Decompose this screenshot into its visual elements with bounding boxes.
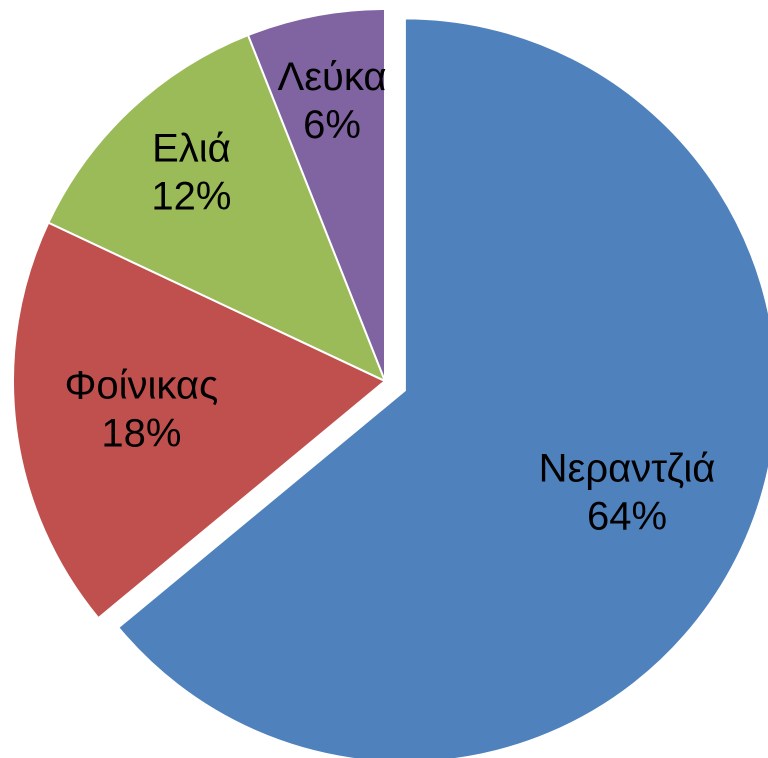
slice-value-label: 64%	[587, 494, 667, 538]
slice-value-label: 12%	[151, 174, 231, 218]
slice-value-label: 18%	[101, 411, 181, 455]
slice-label: Ελιά	[152, 126, 231, 170]
pie-slice	[116, 17, 768, 758]
slice-value-label: 6%	[303, 103, 361, 147]
slice-label: Νεραντζιά	[539, 446, 716, 490]
slice-label: Λεύκα	[277, 55, 386, 99]
pie-slice	[246, 7, 386, 382]
slice-label: Φοίνικας	[64, 363, 218, 407]
pie-slice	[47, 33, 387, 383]
pie-slice	[12, 221, 387, 620]
